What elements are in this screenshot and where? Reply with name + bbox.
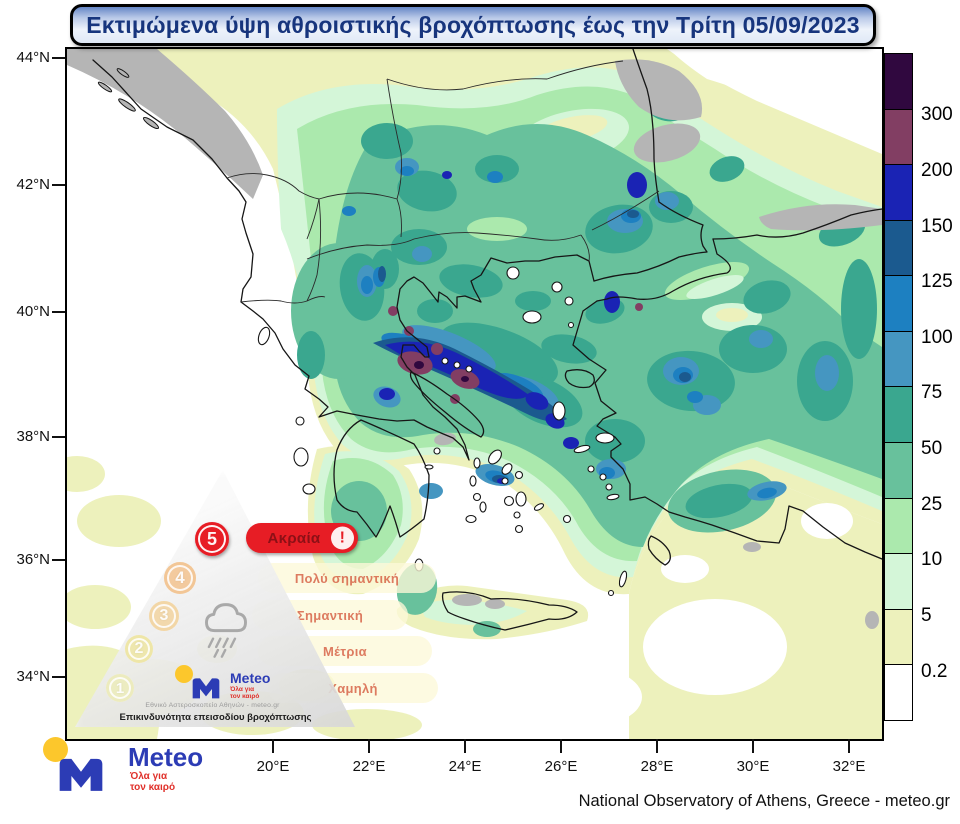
- rain-risk-pyramid: Πολύ σημαντική Σημαντική Μέτρια Χαμηλή Α…: [70, 466, 452, 734]
- rainfall-colorbar: [884, 53, 913, 721]
- lon-label-22e: 22°E: [352, 758, 386, 775]
- colorbar-band: [885, 331, 912, 388]
- risk-value-5: 5: [206, 528, 217, 549]
- colorbar-tick-5: 5: [921, 605, 932, 626]
- risk-value-2: 2: [134, 640, 144, 657]
- colorbar-band: [885, 165, 912, 221]
- lat-tick: [52, 311, 65, 313]
- colorbar-tick-75: 75: [921, 382, 943, 403]
- lat-label-44n: 44°N: [16, 49, 50, 66]
- risk-value-3: 3: [159, 607, 169, 624]
- lon-tick: [656, 739, 658, 753]
- colorbar-tick-150: 150: [921, 216, 953, 237]
- colorbar-band: [885, 387, 912, 444]
- logo-tagline: Όλα για τον καιρό: [130, 771, 176, 793]
- colorbar-tick-50: 50: [921, 438, 943, 459]
- colorbar-band: [885, 665, 912, 720]
- colorbar-band: [885, 554, 912, 610]
- lon-tick: [368, 739, 370, 753]
- colorbar-band: [885, 54, 912, 110]
- colorbar-band: [885, 443, 912, 499]
- lon-label-30e: 30°E: [736, 758, 770, 775]
- risk-circle-3: 3: [149, 601, 179, 631]
- map-title: Εκτιμώμενα ύψη αθροιστικής βροχόπτωσης έ…: [86, 11, 860, 38]
- colorbar-tick-200: 200: [921, 160, 953, 181]
- colorbar-tick-10: 10: [921, 549, 943, 570]
- risk-circle-1: 1: [106, 674, 134, 702]
- lat-tick: [52, 57, 65, 59]
- colorbar-tick-300: 300: [921, 104, 953, 125]
- lat-tick: [52, 559, 65, 561]
- lon-label-28e: 28°E: [640, 758, 674, 775]
- lon-label-32e: 32°E: [832, 758, 866, 775]
- risk-banner-5-active: Ακραία !: [246, 523, 358, 553]
- lat-label-42n: 42°N: [16, 176, 50, 193]
- lat-label-34n: 34°N: [16, 668, 50, 685]
- risk-label-2: Μέτρια: [323, 643, 367, 659]
- lon-tick: [848, 739, 850, 753]
- risk-circle-5: 5: [195, 522, 229, 556]
- risk-circle-4: 4: [164, 562, 196, 594]
- lat-label-40n: 40°N: [16, 303, 50, 320]
- rain-cloud-icon: [200, 598, 252, 665]
- alert-exclamation-icon: !: [331, 526, 354, 550]
- title-banner: Εκτιμώμενα ύψη αθροιστικής βροχόπτωσης έ…: [70, 4, 876, 46]
- logo-m-icon: [59, 758, 103, 791]
- logo-tagline-line2: τον καιρό: [130, 781, 176, 793]
- lon-tick: [752, 739, 754, 753]
- colorbar-tick-0.2: 0.2: [921, 661, 948, 682]
- lat-tick: [52, 184, 65, 186]
- risk-label-3: Σημαντική: [296, 607, 364, 623]
- lon-tick: [464, 739, 466, 753]
- logo-dot-icon: [43, 737, 68, 762]
- lon-label-20e: 20°E: [256, 758, 290, 775]
- lon-tick: [272, 739, 274, 753]
- colorbar-tick-25: 25: [921, 494, 943, 515]
- colorbar-band: [885, 276, 912, 332]
- observatory-org-text: Εθνικό Αστεροσκοπείο Αθηνών - meteo.gr: [145, 702, 280, 709]
- colorbar-tick-125: 125: [921, 271, 953, 292]
- colorbar-tick-100: 100: [921, 327, 953, 348]
- lon-label-24e: 24°E: [448, 758, 482, 775]
- lat-tick: [52, 676, 65, 678]
- risk-scale-caption: Επικινδυνότητα επεισοδίου βροχόπτωσης: [119, 712, 312, 723]
- colorbar-band: [885, 220, 912, 277]
- colorbar-band: [885, 109, 912, 166]
- logo-name: Meteo: [128, 742, 204, 772]
- risk-value-4: 4: [175, 568, 185, 587]
- colorbar-band: [885, 498, 912, 555]
- logo-tagline-line1: Όλα για: [130, 771, 168, 782]
- colorbar-band: [885, 609, 912, 666]
- attribution-text: National Observatory of Athens, Greece -…: [578, 792, 950, 810]
- lat-label-36n: 36°N: [16, 551, 50, 568]
- risk-value-1: 1: [115, 679, 125, 697]
- risk-label-4: Πολύ σημαντική: [294, 570, 400, 586]
- risk-label-1: Χαμηλή: [328, 680, 378, 696]
- risk-banner-4: Πολύ σημαντική: [258, 563, 436, 593]
- lat-label-38n: 38°N: [16, 428, 50, 445]
- risk-circle-2: 2: [125, 635, 153, 663]
- risk-label-5: Ακραία: [267, 529, 321, 547]
- meteo-logo-footer: Meteo Όλα για τον καιρό: [40, 734, 260, 804]
- lon-tick: [560, 739, 562, 753]
- lat-tick: [52, 436, 65, 438]
- lon-label-26e: 26°E: [544, 758, 578, 775]
